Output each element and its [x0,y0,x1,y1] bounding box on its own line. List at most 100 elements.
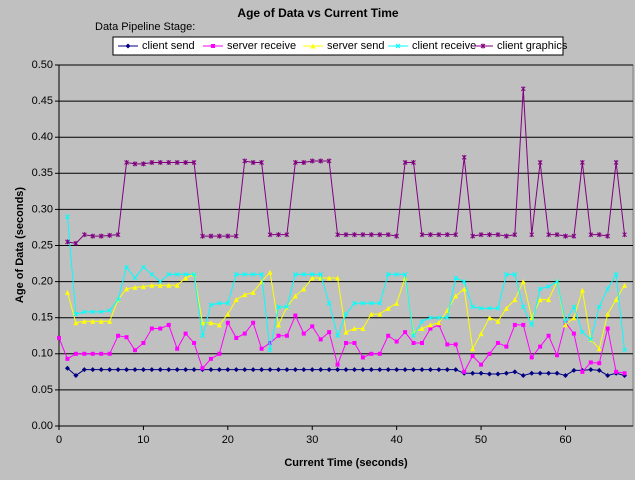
marker [166,272,172,277]
marker [520,372,526,378]
marker [453,293,459,299]
marker [208,367,214,373]
marker [360,326,366,332]
marker [65,239,70,245]
marker [453,275,459,281]
marker [487,351,492,356]
marker [344,340,348,345]
marker [183,272,188,277]
marker [309,367,315,373]
x-tick-label: 50 [475,434,487,446]
y-tick-label: 0.00 [32,420,53,432]
marker [192,340,197,345]
marker [571,331,576,336]
marker [386,333,391,338]
marker [98,309,104,315]
marker [588,232,594,238]
marker [250,272,256,277]
marker [82,351,87,356]
marker [512,232,518,238]
marker [250,367,256,373]
x-axis-label: Current Time (seconds) [284,457,408,469]
marker [495,232,501,238]
marker [284,367,290,373]
marker [132,284,138,290]
marker [385,367,391,373]
marker [402,367,408,373]
marker [529,232,535,238]
marker [613,297,619,303]
marker [225,311,231,317]
marker [309,158,315,164]
marker [478,232,484,238]
marker [124,264,129,270]
marker [166,367,172,373]
marker [166,282,172,288]
marker [301,331,306,336]
y-tick-label: 0.05 [32,384,53,396]
marker [191,367,197,373]
marker [411,340,416,345]
y-tick-label: 0.30 [32,203,53,215]
marker [81,309,87,315]
marker [259,272,264,277]
marker [217,300,222,306]
marker [57,335,61,340]
legend-label: server send [327,40,384,52]
marker [377,351,382,356]
y-tick-label: 0.20 [32,276,53,288]
marker [107,318,113,324]
marker [377,311,383,317]
marker [208,320,214,326]
marker [351,367,357,373]
marker [327,330,332,335]
marker [276,304,281,310]
marker [436,232,442,238]
marker [520,86,526,92]
marker [377,232,383,238]
marker [335,367,341,373]
marker [411,333,416,339]
marker [487,315,492,321]
marker [428,315,433,321]
marker [605,233,611,239]
marker [512,322,517,327]
marker [571,233,577,239]
marker [335,362,340,367]
marker [394,367,400,373]
marker [191,159,197,165]
marker [504,233,509,239]
marker [462,369,467,374]
marker [233,272,239,277]
marker [461,154,467,160]
marker [208,233,214,239]
marker [419,326,425,332]
marker [259,159,264,165]
marker [613,159,619,165]
marker [394,300,400,306]
marker [419,318,425,324]
marker [385,305,391,311]
marker [107,367,113,373]
marker [436,367,442,373]
marker [267,367,273,373]
marker [132,275,138,281]
marker [208,302,214,308]
marker [479,362,484,367]
marker [368,232,374,238]
marker [377,367,383,373]
marker [149,326,154,331]
marker [478,370,484,376]
marker [225,300,231,306]
marker [166,322,171,327]
marker [242,331,247,336]
marker [157,159,163,165]
marker [504,344,509,349]
marker [326,275,332,281]
marker [183,367,189,373]
marker [588,337,594,342]
marker [512,369,518,375]
marker [141,340,146,345]
marker [596,367,602,373]
